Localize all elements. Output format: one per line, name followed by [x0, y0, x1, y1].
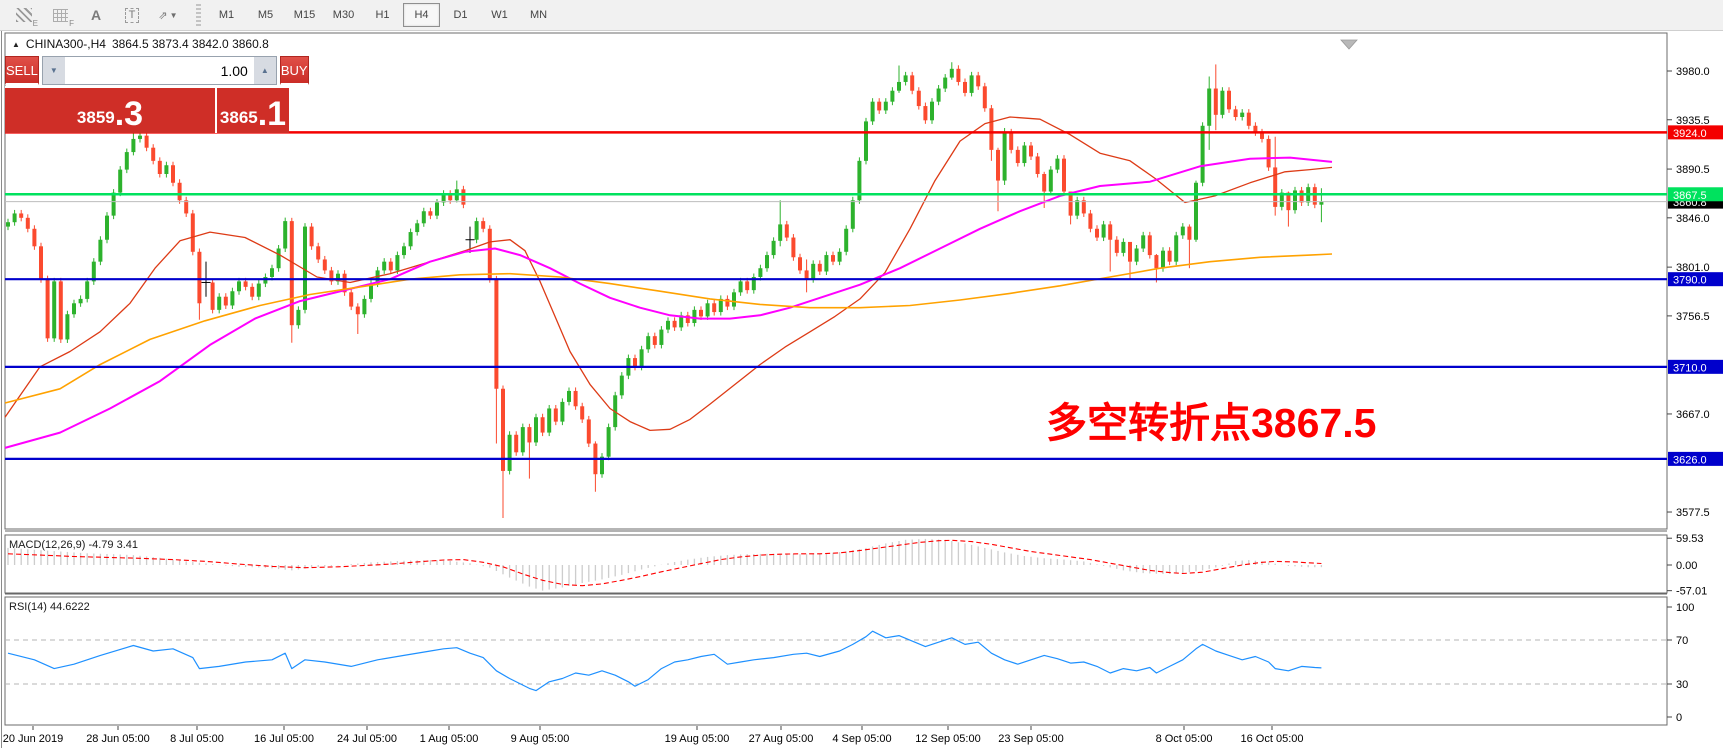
rsi-label: RSI(14) 44.6222	[9, 601, 90, 613]
svg-text:3710.0: 3710.0	[1673, 362, 1707, 374]
toolbar-grip[interactable]	[196, 4, 201, 26]
macd-pane	[4, 534, 1668, 594]
ma-slow-orange	[4, 253, 1333, 404]
svg-text:3867.5: 3867.5	[1673, 190, 1707, 202]
svg-text:3790.0: 3790.0	[1673, 275, 1707, 287]
svg-text:8 Jul 05:00: 8 Jul 05:00	[170, 733, 224, 745]
svg-text:9 Aug 05:00: 9 Aug 05:00	[511, 733, 570, 745]
svg-text:8 Oct 05:00: 8 Oct 05:00	[1156, 733, 1213, 745]
tab-timeframe-mn[interactable]: MN	[529, 9, 548, 21]
svg-text:28 Jun 05:00: 28 Jun 05:00	[86, 733, 150, 745]
sell-price-panel[interactable]: 3859 .3	[5, 86, 217, 133]
tab-timeframe-h4[interactable]: H4	[403, 3, 440, 27]
svg-text:23 Sep 05:00: 23 Sep 05:00	[998, 733, 1063, 745]
chart-header: ▲ CHINA300-,H4 3864.5 3873.4 3842.0 3860…	[12, 37, 269, 51]
svg-text:3980.0: 3980.0	[1676, 66, 1710, 78]
sell-price-pips: .3	[114, 95, 144, 134]
top-toolbar: E F A T ⇗ ▼ M1 M5 M15 M30 H1 H4 D1 W1 MN	[0, 0, 1723, 31]
down-arrow-marker[interactable]	[1340, 39, 1358, 50]
arrange-windows-icon[interactable]: ⇗ ▼	[158, 9, 178, 22]
rsi-line	[7, 630, 1322, 692]
tab-timeframe-h1[interactable]: H1	[375, 9, 390, 21]
buy-price-panel[interactable]: 3865 .1	[217, 86, 289, 133]
volume-decrease-button[interactable]: ▼	[42, 57, 65, 84]
buy-price-pips: .1	[257, 95, 287, 134]
buy-button[interactable]: BUY	[279, 56, 309, 85]
svg-text:4 Sep 05:00: 4 Sep 05:00	[832, 733, 891, 745]
svg-text:3935.5: 3935.5	[1676, 115, 1710, 127]
candlestick-hatch-glyph	[16, 8, 32, 22]
svg-text:100: 100	[1676, 602, 1694, 614]
svg-text:12 Sep 05:00: 12 Sep 05:00	[915, 733, 980, 745]
svg-text:59.53: 59.53	[1676, 533, 1704, 545]
svg-text:16 Oct 05:00: 16 Oct 05:00	[1241, 733, 1304, 745]
svg-text:30: 30	[1676, 679, 1688, 691]
symbol-label: CHINA300-,H4	[25, 37, 106, 51]
svg-text:3756.5: 3756.5	[1676, 311, 1710, 323]
macd-label: MACD(12,26,9) -4.79 3.41	[9, 539, 138, 551]
tab-timeframe-m1[interactable]: M1	[218, 9, 235, 21]
tab-timeframe-d1[interactable]: D1	[453, 9, 468, 21]
price-axis: 3980.0 3935.5 3890.5 3846.0 3801.0 3756.5 3667…	[1667, 66, 1723, 519]
volume-control: ▼ ▲	[41, 56, 277, 85]
svg-text:20 Jun 2019: 20 Jun 2019	[3, 733, 64, 745]
svg-text:3626.0: 3626.0	[1673, 454, 1707, 466]
svg-text:24 Jul 05:00: 24 Jul 05:00	[337, 733, 397, 745]
svg-text:3667.0: 3667.0	[1676, 409, 1710, 421]
svg-text:0: 0	[1676, 712, 1682, 724]
timeframe-button-group: M1 M5 M15 M30 H1 H4 D1 W1 MN	[207, 3, 558, 27]
svg-text:0.00: 0.00	[1676, 560, 1697, 572]
price-badge-3626	[1668, 451, 1723, 466]
tab-timeframe-m15[interactable]: M15	[293, 9, 316, 21]
svg-text:27 Aug 05:00: 27 Aug 05:00	[749, 733, 814, 745]
macd-signal-line	[7, 539, 1322, 587]
tab-timeframe-w1[interactable]: W1	[491, 9, 508, 21]
grid-glyph	[52, 8, 68, 22]
price-badge-3924	[1668, 125, 1723, 140]
price-badge-3867.5	[1668, 187, 1723, 202]
svg-text:70: 70	[1676, 635, 1688, 647]
svg-text:16 Jul 05:00: 16 Jul 05:00	[254, 733, 314, 745]
one-click-trade-widget: SELL ▼ ▲ BUY 3859 .3 3865 .1	[5, 56, 309, 133]
svg-text:-57.01: -57.01	[1676, 586, 1707, 598]
svg-text:3801.0: 3801.0	[1676, 262, 1710, 274]
annotation-text[interactable]: 多空转折点3867.5	[1046, 400, 1376, 446]
buy-price-main: 3865	[219, 108, 258, 127]
tab-timeframe-m30[interactable]: M30	[332, 9, 355, 21]
svg-text:3890.5: 3890.5	[1676, 164, 1710, 176]
svg-text:1 Aug 05:00: 1 Aug 05:00	[420, 733, 479, 745]
tab-timeframe-m5[interactable]: M5	[257, 9, 274, 21]
dropdown-caret-icon: ▼	[169, 10, 178, 20]
indicators-hatch-icon[interactable]: E	[8, 2, 40, 28]
macd-indicator: 59.53 0.00 -57.01 MACD(12,26,9) -4.79 3.41	[7, 533, 1707, 598]
grid-icon[interactable]: F	[44, 2, 76, 28]
svg-text:3846.0: 3846.0	[1676, 213, 1710, 225]
time-axis: 20 Jun 2019 28 Jun 05:00 8 Jul 05:00 16 Jul…	[3, 726, 1304, 745]
text-tool-icon[interactable]: A	[90, 7, 102, 23]
price-badge-3790	[1668, 272, 1723, 287]
volume-input[interactable]	[64, 57, 254, 84]
ma-fast-red	[4, 116, 1333, 432]
price-badge-3710	[1668, 359, 1723, 374]
sell-price-main: 3859	[76, 108, 115, 127]
svg-text:3924.0: 3924.0	[1673, 128, 1707, 140]
ma-mid-magenta	[4, 156, 1333, 449]
symbol-collapse-icon[interactable]: ▲	[12, 39, 20, 49]
volume-increase-button[interactable]: ▲	[253, 57, 276, 84]
rsi-pane	[4, 596, 1668, 726]
rsi-indicator: 100 70 30 0 RSI(14) 44.6222	[5, 601, 1694, 724]
label-tool-icon[interactable]: T	[116, 2, 148, 28]
sell-button[interactable]: SELL	[5, 56, 39, 85]
ohlc-values: 3864.5 3873.4 3842.0 3860.8	[111, 37, 269, 51]
svg-text:19 Aug 05:00: 19 Aug 05:00	[665, 733, 730, 745]
svg-text:3577.5: 3577.5	[1676, 507, 1710, 519]
